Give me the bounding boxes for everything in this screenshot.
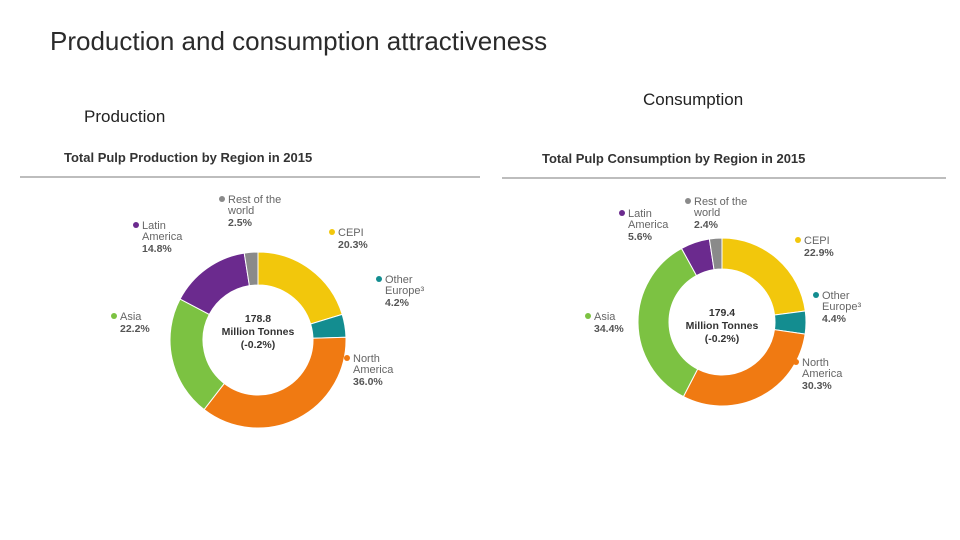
slice-name-rest-of-the-world: Rest of the bbox=[694, 196, 747, 208]
legend-dot-asia bbox=[111, 313, 117, 319]
slice-name-rest-of-the-world: world bbox=[693, 207, 720, 219]
legend-dot-other-europe bbox=[376, 276, 382, 282]
slice-value-rest-of-the-world: 2.5% bbox=[228, 217, 253, 229]
slice-value-cepi: 22.9% bbox=[804, 247, 834, 259]
slice-name-north-america: North bbox=[353, 353, 380, 365]
consumption-chart-title: Total Pulp Consumption by Region in 2015 bbox=[542, 151, 806, 166]
slice-north-america bbox=[682, 329, 806, 407]
slice-rest-of-the-world bbox=[243, 251, 259, 287]
slice-asia bbox=[637, 247, 699, 398]
legend-dot-cepi bbox=[329, 229, 335, 235]
legend-dot-rest-of-the-world bbox=[685, 198, 691, 204]
center-text-line-1: Million Tonnes bbox=[222, 326, 295, 338]
slice-name-north-america: America bbox=[802, 368, 843, 380]
slice-rest-of-the-world bbox=[708, 237, 723, 271]
slice-name-latin-america: Latin bbox=[142, 220, 166, 232]
slice-value-cepi: 20.3% bbox=[338, 239, 368, 251]
slice-name-latin-america: America bbox=[142, 231, 183, 243]
consumption-label: Consumption bbox=[643, 90, 744, 109]
slice-value-north-america: 30.3% bbox=[802, 380, 832, 392]
center-text-line-0: 179.4 bbox=[709, 307, 735, 319]
slice-name-other-europe: Other bbox=[385, 274, 413, 286]
slice-value-latin-america: 5.6% bbox=[628, 231, 653, 243]
center-text-line-2: (-0.2%) bbox=[241, 339, 275, 351]
slice-name-north-america: North bbox=[802, 357, 829, 369]
center-text-line-1: Million Tonnes bbox=[686, 320, 759, 332]
legend-dot-latin-america bbox=[619, 210, 625, 216]
center-text-line-2: (-0.2%) bbox=[705, 333, 739, 345]
slice-name-rest-of-the-world: Rest of the bbox=[228, 194, 281, 206]
slide-title: Production and consumption attractivenes… bbox=[50, 26, 548, 56]
consumption-donut-chart: CEPI22.9%OtherEurope³4.4%NorthAmerica30.… bbox=[585, 196, 861, 407]
slice-value-rest-of-the-world: 2.4% bbox=[694, 219, 719, 231]
legend-dot-latin-america bbox=[133, 222, 139, 228]
slice-name-latin-america: Latin bbox=[628, 208, 652, 220]
slice-value-latin-america: 14.8% bbox=[142, 243, 172, 255]
production-title-divider bbox=[20, 176, 480, 178]
slice-name-other-europe: Europe³ bbox=[385, 285, 424, 297]
slice-name-other-europe: Europe³ bbox=[822, 301, 861, 313]
slice-value-north-america: 36.0% bbox=[353, 376, 383, 388]
slice-name-cepi: CEPI bbox=[804, 235, 830, 247]
slice-value-asia: 22.2% bbox=[120, 323, 150, 335]
slice-north-america bbox=[203, 336, 347, 429]
slice-name-latin-america: America bbox=[628, 219, 669, 231]
slice-name-asia: Asia bbox=[120, 311, 142, 323]
legend-dot-asia bbox=[585, 313, 591, 319]
legend-dot-other-europe bbox=[813, 292, 819, 298]
legend-dot-north-america bbox=[793, 359, 799, 365]
slice-asia bbox=[169, 298, 225, 411]
slice-cepi bbox=[721, 237, 806, 316]
production-donut-chart: CEPI20.3%OtherEurope³4.2%NorthAmerica36.… bbox=[111, 194, 424, 429]
slice-name-asia: Asia bbox=[594, 311, 616, 323]
slice-name-rest-of-the-world: world bbox=[227, 205, 254, 217]
center-text-line-0: 178.8 bbox=[245, 313, 271, 325]
slice-value-asia: 34.4% bbox=[594, 323, 624, 335]
slice-value-other-europe: 4.2% bbox=[385, 297, 410, 309]
legend-dot-north-america bbox=[344, 355, 350, 361]
slice-name-cepi: CEPI bbox=[338, 227, 364, 239]
legend-dot-rest-of-the-world bbox=[219, 196, 225, 202]
production-label: Production bbox=[84, 107, 166, 126]
slice-name-other-europe: Other bbox=[822, 290, 850, 302]
slice-name-north-america: America bbox=[353, 364, 394, 376]
legend-dot-cepi bbox=[795, 237, 801, 243]
slice-value-other-europe: 4.4% bbox=[822, 313, 847, 325]
production-chart-title: Total Pulp Production by Region in 2015 bbox=[64, 150, 313, 165]
consumption-title-divider bbox=[502, 177, 946, 179]
